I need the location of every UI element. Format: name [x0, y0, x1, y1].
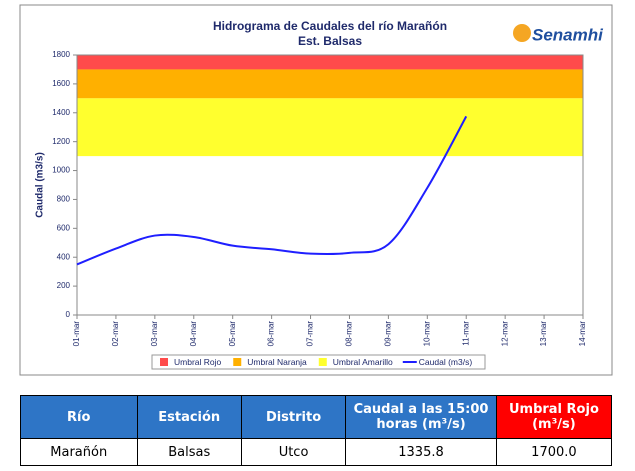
legend-swatch — [233, 358, 242, 366]
y-tick-label: 200 — [57, 281, 71, 290]
cell: 1700.0 — [495, 438, 613, 466]
y-tick-label: 1400 — [52, 108, 70, 117]
x-tick-label: 10-mar — [422, 321, 431, 347]
chart-subtitle: Est. Balsas — [298, 34, 362, 48]
y-tick-label: 0 — [66, 310, 71, 319]
x-tick-label: 06-mar — [267, 321, 276, 347]
logo-icon — [513, 24, 531, 42]
header-cell: Caudal a las 15:00 horas (m³/s) — [345, 395, 497, 439]
x-tick-label: 14-mar — [578, 321, 587, 347]
cell: Balsas — [136, 438, 242, 466]
x-tick-label: 03-mar — [150, 321, 159, 347]
table: Río Estación Distrito Caudal a las 15:00 ho… — [20, 395, 613, 466]
y-tick-label: 600 — [57, 223, 71, 232]
cell: 1335.8 — [345, 438, 497, 466]
header-cell: Distrito — [240, 395, 347, 439]
chart: Senamhi Hidrograma de Caudales del río M… — [19, 4, 613, 376]
x-tick-label: 05-mar — [228, 321, 237, 347]
chart-title: Hidrograma de Caudales del río Marañón — [213, 19, 447, 33]
x-tick-label: 08-mar — [345, 321, 354, 347]
x-tick-label: 04-mar — [189, 321, 198, 347]
y-tick-label: 800 — [57, 195, 71, 204]
header-cell: Estación — [136, 395, 242, 439]
x-tick-label: 13-mar — [539, 321, 548, 347]
x-tick-label: 07-mar — [306, 321, 315, 347]
header-row: Río Estación Distrito Caudal a las 15:00 ho… — [20, 395, 613, 439]
cell: Utco — [240, 438, 347, 466]
header-cell: Umbral Rojo (m³/s) — [495, 395, 613, 439]
y-tick-label: 1600 — [52, 79, 70, 88]
legend-label: Umbral Naranja — [247, 357, 307, 367]
plot-area — [76, 54, 584, 316]
threshold-band — [77, 69, 583, 99]
legend-label: Umbral Rojo — [174, 357, 222, 367]
y-axis-label: Caudal (m3/s) — [35, 152, 46, 218]
legend-swatch — [160, 358, 168, 366]
threshold-band — [77, 55, 583, 70]
data-row: Marañón Balsas Utco 1335.8 1700.0 — [20, 438, 613, 466]
y-tick-label: 400 — [57, 252, 71, 261]
logo: Senamhi — [532, 25, 604, 44]
x-tick-label: 01-mar — [72, 321, 81, 347]
legend: Umbral Rojo Umbral Naranja Umbral Amarillo… — [151, 354, 486, 370]
legend-label: Umbral Amarillo — [333, 357, 393, 367]
x-tick-label: 02-mar — [111, 321, 120, 347]
legend-label: Caudal (m3/s) — [419, 357, 473, 367]
y-tick-label: 1200 — [52, 137, 70, 146]
y-tick-label: 1800 — [52, 50, 70, 59]
caudal-line — [76, 115, 468, 266]
y-tick-label: 1000 — [52, 166, 70, 175]
x-tick-label: 12-mar — [500, 321, 509, 347]
cell: Marañón — [20, 438, 138, 466]
threshold-band — [77, 98, 583, 157]
header-cell: Río — [20, 395, 138, 439]
x-tick-label: 09-mar — [383, 321, 392, 347]
legend-swatch — [318, 358, 327, 366]
x-tick-label: 11-mar — [461, 321, 470, 346]
